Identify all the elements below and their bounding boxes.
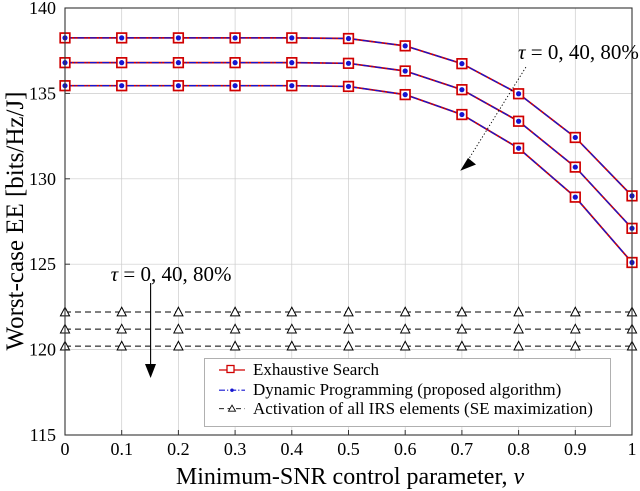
svg-text:115: 115 bbox=[30, 425, 56, 445]
svg-text:0.5: 0.5 bbox=[337, 439, 360, 459]
svg-text:0.1: 0.1 bbox=[110, 439, 133, 459]
svg-text:0: 0 bbox=[61, 439, 70, 459]
svg-text:0.8: 0.8 bbox=[507, 439, 530, 459]
svg-text:120: 120 bbox=[29, 340, 56, 360]
svg-text:0.4: 0.4 bbox=[281, 439, 304, 459]
svg-text:0.9: 0.9 bbox=[564, 439, 587, 459]
svg-text:0.3: 0.3 bbox=[224, 439, 247, 459]
svg-text:1: 1 bbox=[628, 439, 637, 459]
svg-text:135: 135 bbox=[29, 83, 56, 103]
svg-text:125: 125 bbox=[29, 254, 56, 274]
svg-text:0.2: 0.2 bbox=[167, 439, 190, 459]
svg-text:140: 140 bbox=[29, 0, 56, 18]
svg-text:130: 130 bbox=[29, 169, 56, 189]
svg-text:0.6: 0.6 bbox=[394, 439, 417, 459]
svg-text:0.7: 0.7 bbox=[451, 439, 474, 459]
